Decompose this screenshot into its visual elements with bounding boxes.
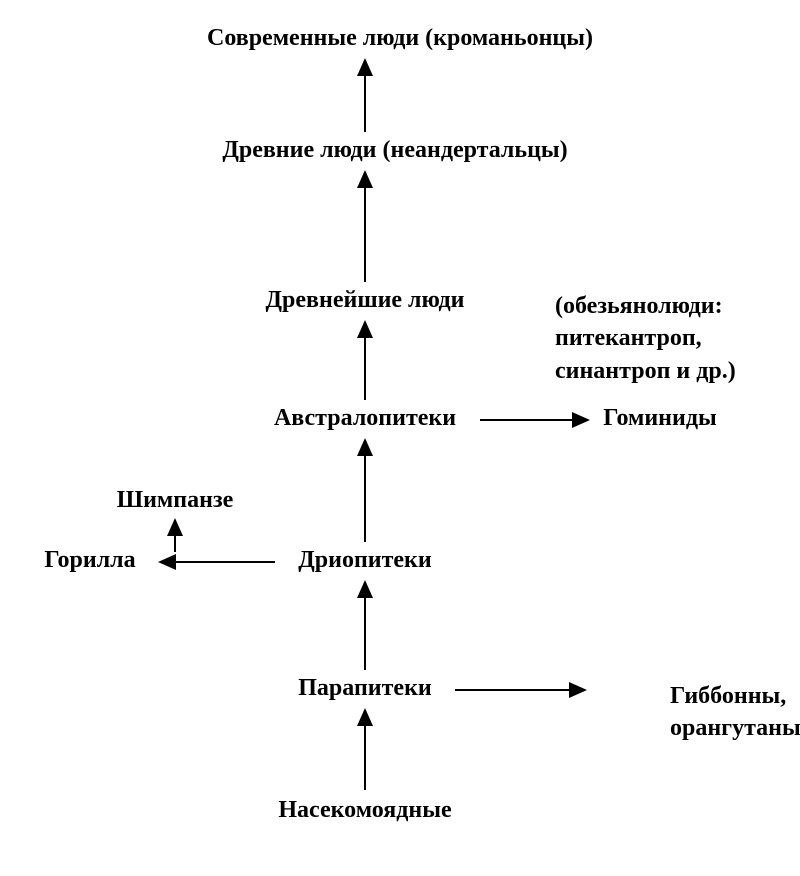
node-oldest-humans: Древнейшие люди bbox=[266, 287, 465, 314]
note-ape-men: (обезьянолюди:питекантроп,синантроп и др… bbox=[555, 290, 736, 387]
node-dryopithecus: Дриопитеки bbox=[298, 547, 431, 574]
node-ancient-humans: Древние люди (неандертальцы) bbox=[222, 137, 567, 164]
node-insectivores: Насекомоядные bbox=[278, 797, 451, 824]
node-australopithecus: Австралопитеки bbox=[274, 405, 456, 432]
node-gorilla: Горилла bbox=[44, 547, 135, 574]
node-modern-humans: Современные люди (кроманьонцы) bbox=[207, 25, 593, 52]
node-hominids: Гоминиды bbox=[603, 405, 716, 432]
node-parapithecus: Парапитеки bbox=[298, 675, 431, 702]
node-chimpanzee: Шимпанзе bbox=[117, 487, 233, 514]
node-gibbons-orangutans: Гиббонны,орангутаны bbox=[670, 680, 800, 745]
